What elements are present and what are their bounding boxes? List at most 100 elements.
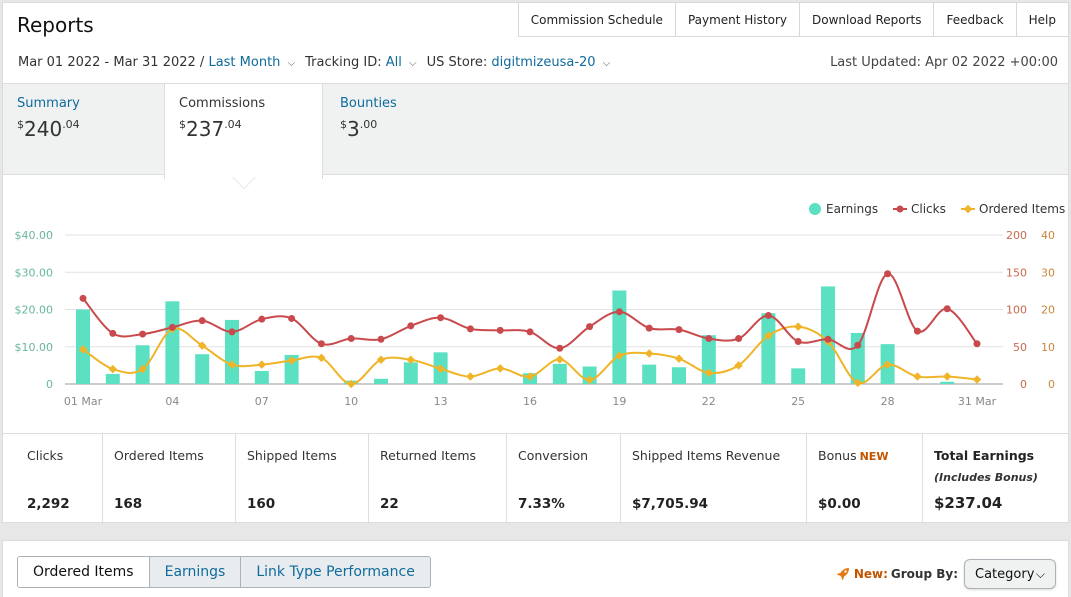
amount-whole: 240 xyxy=(24,117,63,141)
clicks-point xyxy=(645,324,653,332)
tab-summary[interactable]: Summary $240.04 xyxy=(3,84,165,176)
stat-value: 7.33% xyxy=(518,496,565,512)
y-axis-tick-label-items: 40 xyxy=(1041,229,1055,242)
tab-earnings[interactable]: Earnings xyxy=(149,556,242,588)
stat-value: $0.00 xyxy=(818,496,861,512)
stat-value: 2,292 xyxy=(27,496,70,512)
amount-cents: .04 xyxy=(62,118,80,131)
stat-bonus: Bonus NEW $0.00 xyxy=(807,434,923,524)
y-axis-tick-label-earnings: $10.00 xyxy=(15,341,54,354)
tab-commissions[interactable]: Commissions $237.04 xyxy=(164,84,323,179)
ordered-items-point xyxy=(376,355,386,365)
clicks-point xyxy=(705,335,713,343)
stat-value: 22 xyxy=(380,496,399,512)
clicks-point xyxy=(79,294,87,302)
store-label: US Store: xyxy=(426,55,488,70)
ordered-items-point xyxy=(108,364,118,374)
reports-panel: Reports Commission Schedule Payment Hist… xyxy=(2,2,1069,524)
ordered-items-point xyxy=(793,322,803,331)
rocket-icon xyxy=(836,568,849,580)
amount-whole: 3 xyxy=(347,117,360,141)
store-value[interactable]: digitmizeusa-20 xyxy=(491,55,596,70)
x-axis-tick-label: 22 xyxy=(702,395,716,408)
clicks-point xyxy=(109,329,117,337)
detail-panel: Ordered Items Earnings Link Type Perform… xyxy=(2,540,1069,597)
tab-link-type-performance[interactable]: Link Type Performance xyxy=(241,556,431,588)
page-title: Reports xyxy=(17,13,94,37)
stat-ordered-items: Ordered Items 168 xyxy=(103,434,236,524)
y-axis-tick-label-clicks: 50 xyxy=(1013,341,1027,354)
active-tab-pointer xyxy=(233,177,255,188)
tracking-id-filter[interactable]: Tracking ID: All ⌵ xyxy=(305,55,416,70)
last-updated: Last Updated: Apr 02 2022 +00:00 xyxy=(830,55,1058,70)
stat-label: Total Earnings xyxy=(934,448,1035,463)
x-axis-tick-label: 28 xyxy=(881,395,895,408)
ordered-items-point xyxy=(227,360,237,369)
stat-clicks: Clicks 2,292 xyxy=(3,434,103,524)
tab-ordered-items[interactable]: Ordered Items xyxy=(17,556,150,588)
clicks-point xyxy=(347,335,355,343)
ordered-items-point xyxy=(138,364,147,374)
tab-commissions-amount: $237.04 xyxy=(179,117,308,141)
y-axis-tick-label-clicks: 150 xyxy=(1006,266,1027,279)
stat-conversion: Conversion 7.33% xyxy=(507,434,621,524)
group-by-label: Group By: xyxy=(890,567,958,581)
store-filter[interactable]: US Store: digitmizeusa-20 ⌵ xyxy=(427,55,611,70)
stat-label: Bonus NEW xyxy=(818,448,912,463)
clicks-line xyxy=(82,272,978,351)
legend-earnings-marker xyxy=(809,203,821,215)
x-axis-tick-label: 25 xyxy=(791,395,805,408)
earnings-bar xyxy=(761,313,776,384)
date-preset-link[interactable]: Last Month xyxy=(208,55,281,70)
payment-history-button[interactable]: Payment History xyxy=(674,3,799,36)
tracking-id-value[interactable]: All xyxy=(385,55,402,70)
stat-value: 168 xyxy=(114,496,143,512)
currency-symbol: $ xyxy=(179,118,186,131)
earnings-bar xyxy=(672,367,686,384)
legend-items-marker xyxy=(963,204,973,214)
clicks-point xyxy=(496,326,504,334)
tab-summary-label: Summary xyxy=(17,96,80,111)
stat-label: Shipped Items Revenue xyxy=(632,448,781,463)
x-axis-tick-label: 01 Mar xyxy=(64,395,103,408)
earnings-bar xyxy=(105,373,120,384)
x-axis-tick-label: 13 xyxy=(434,395,448,408)
commission-schedule-button[interactable]: Commission Schedule xyxy=(530,12,663,27)
earnings-bar xyxy=(642,364,657,384)
stat-sublabel: (Includes Bonus) xyxy=(934,471,1038,484)
y-axis-tick-label-clicks: 0 xyxy=(1020,378,1027,391)
earnings-bar xyxy=(254,370,269,384)
clicks-point xyxy=(884,270,892,278)
chevron-down-icon: ⌵ xyxy=(409,58,417,69)
y-axis-tick-label-clicks: 100 xyxy=(1006,304,1027,317)
ordered-items-point xyxy=(257,360,267,369)
y-axis-tick-label-items: 0 xyxy=(1048,378,1055,391)
clicks-point xyxy=(168,323,176,331)
date-range-filter[interactable]: Mar 01 2022 - Mar 31 2022 / Last Month ⌵ xyxy=(18,55,295,70)
feedback-button[interactable]: Feedback xyxy=(933,3,1015,36)
summary-tabs: Summary $240.04 Commissions $237.04 Boun… xyxy=(3,83,1068,179)
y-axis-tick-label-clicks: 200 xyxy=(1006,229,1027,242)
clicks-point xyxy=(377,335,385,343)
ordered-items-point xyxy=(197,341,207,350)
stat-total-earnings: Total Earnings (Includes Bonus) $237.04 xyxy=(923,434,1068,524)
tab-bounties-amount: $3.00 xyxy=(340,117,472,141)
legend-clicks-label: Clicks xyxy=(911,202,946,216)
download-reports-button[interactable]: Download Reports xyxy=(798,3,934,36)
stat-label: Returned Items xyxy=(380,448,477,463)
ordered-items-point xyxy=(346,379,356,389)
group-by-control: New: Group By: Category ⌵ xyxy=(836,559,1056,589)
stat-shipped-revenue: Shipped Items Revenue $7,705.94 xyxy=(621,434,807,524)
help-button[interactable]: Help xyxy=(1015,3,1068,36)
y-axis-tick-label-earnings: $20.00 xyxy=(15,304,54,317)
currency-symbol: $ xyxy=(17,118,24,131)
stats-row: Clicks 2,292 Ordered Items 168 Shipped I… xyxy=(3,433,1068,524)
tab-bounties[interactable]: Bounties $3.00 xyxy=(326,84,486,176)
x-axis-tick-label: 19 xyxy=(612,395,626,408)
ordered-items-point xyxy=(436,364,445,373)
group-by-select[interactable]: Category ⌵ xyxy=(964,559,1056,589)
legend-items-label: Ordered Items xyxy=(979,202,1065,216)
ordered-items-point xyxy=(615,351,624,360)
earnings-bar xyxy=(374,378,388,384)
amount-cents: .04 xyxy=(224,118,242,131)
